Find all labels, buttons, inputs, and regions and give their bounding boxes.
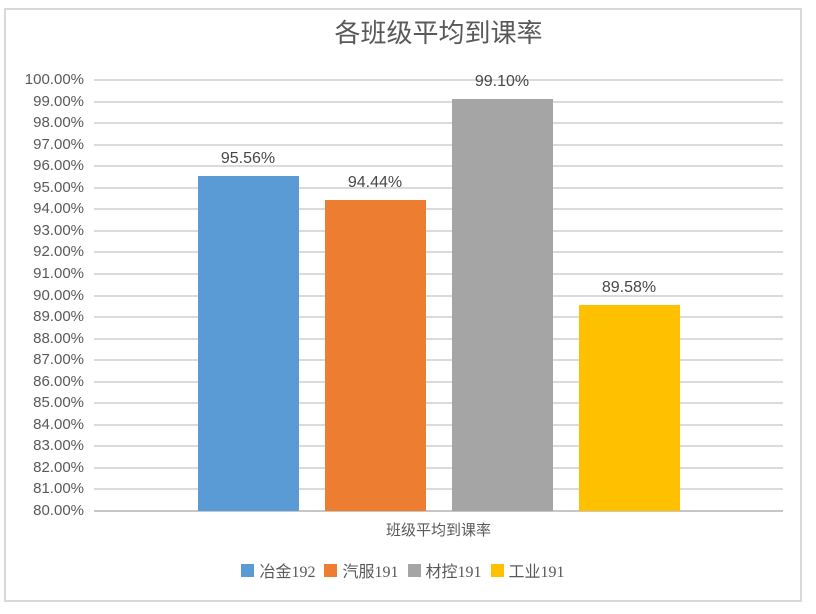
y-axis-tick-label: 88.00% <box>33 329 84 347</box>
chart-title: 各班级平均到课率 <box>334 19 543 48</box>
legend-item-汽服191: 汽服191 <box>324 558 399 582</box>
y-gridline <box>94 100 783 103</box>
bar-data-label: 94.44% <box>347 173 403 191</box>
y-axis-tick-label: 92.00% <box>33 243 84 261</box>
legend-item-材控191: 材控191 <box>407 558 482 582</box>
y-axis-tick-label: 98.00% <box>33 114 84 132</box>
bar-冶金192 <box>197 175 299 511</box>
legend-marker-icon <box>241 563 255 577</box>
y-gridline <box>94 186 783 189</box>
legend-item-工业191: 工业191 <box>490 558 565 582</box>
y-axis-tick-label: 82.00% <box>33 458 84 476</box>
legend-item-label: 工业191 <box>508 564 565 581</box>
y-gridline <box>94 79 783 81</box>
y-axis-tick-label: 85.00% <box>33 394 84 412</box>
y-gridline <box>94 316 783 319</box>
y-axis-tick-label: 89.00% <box>33 308 84 326</box>
bar-汽服191 <box>324 199 426 511</box>
y-axis-tick-label: 87.00% <box>33 351 84 369</box>
y-axis-tick-label: 93.00% <box>33 221 84 239</box>
y-axis-tick-label: 95.00% <box>33 178 84 196</box>
bar-data-label: 95.56% <box>220 149 276 167</box>
x-axis-category-label: 班级平均到课率 <box>385 523 491 539</box>
y-gridline <box>94 488 783 491</box>
bar-材控191 <box>451 99 553 511</box>
y-axis-labels: 100.00% 99.00% 98.00% 97.00% 96.00% 95.00% 94.… <box>6 71 84 519</box>
y-axis-tick-label: 84.00% <box>33 415 84 433</box>
bar-slot: 95.56% <box>197 80 299 511</box>
y-gridline <box>94 229 783 232</box>
y-axis-tick-label: 99.00% <box>33 92 84 110</box>
chart-frame: 各班级平均到课率 100.00% 99.00% 98.00% 97.00% 96.00%… <box>4 8 802 602</box>
bar-slot: 99.10% <box>451 73 553 511</box>
y-axis-tick-label: 90.00% <box>33 286 84 304</box>
bar-slot: 94.44% <box>324 80 426 511</box>
bars-group: 95.56% 94.44% 99.10% 89.58% <box>94 73 783 511</box>
y-gridline <box>94 122 783 125</box>
legend-item-label: 汽服191 <box>342 564 399 581</box>
y-axis-tick-label: 100.00% <box>24 71 84 88</box>
plot-area: 95.56% 94.44% 99.10% 89.58% <box>94 73 783 512</box>
y-gridline <box>94 165 783 168</box>
y-axis-tick-label: 91.00% <box>33 264 84 282</box>
bar-data-label: 89.58% <box>601 278 657 296</box>
legend-item-冶金192: 冶金192 <box>241 558 315 582</box>
legend-marker-icon <box>490 563 504 577</box>
y-axis-tick-label: 80.00% <box>33 502 84 519</box>
y-gridline <box>94 423 783 426</box>
y-axis-tick-label: 83.00% <box>33 437 84 455</box>
legend-item-label: 材控191 <box>425 564 482 581</box>
y-axis-tick-label: 86.00% <box>33 372 84 390</box>
legend-marker-icon <box>324 563 338 577</box>
y-gridline <box>94 143 783 146</box>
y-gridline <box>94 359 783 362</box>
legend: 冶金192 汽服191 材控191 工业191 <box>6 558 800 582</box>
y-axis-tick-label: 81.00% <box>33 480 84 498</box>
y-gridline <box>94 466 783 469</box>
legend-marker-icon <box>407 563 421 577</box>
y-gridline <box>94 272 783 275</box>
y-gridline <box>94 294 783 297</box>
legend-item-label: 冶金192 <box>259 564 316 581</box>
y-gridline <box>94 337 783 340</box>
x-axis-line <box>94 510 783 512</box>
y-axis-tick-label: 97.00% <box>33 135 84 153</box>
bar-slot: 89.58% <box>578 80 680 511</box>
y-axis-tick-label: 94.00% <box>33 200 84 218</box>
bar-data-label: 99.10% <box>474 73 530 91</box>
y-gridline <box>94 380 783 383</box>
y-gridline <box>94 402 783 405</box>
y-axis-tick-label: 96.00% <box>33 157 84 175</box>
y-gridline <box>94 445 783 448</box>
bar-工业191 <box>578 304 680 511</box>
y-gridline <box>94 208 783 211</box>
y-gridline <box>94 251 783 254</box>
